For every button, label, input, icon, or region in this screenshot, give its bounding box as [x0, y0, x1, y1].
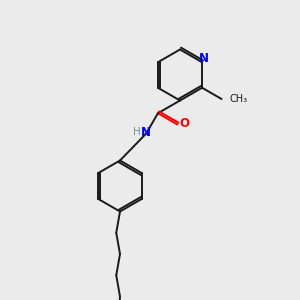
- Text: N: N: [141, 126, 151, 139]
- Text: O: O: [179, 117, 189, 130]
- Text: CH₃: CH₃: [230, 94, 248, 104]
- Text: N: N: [199, 52, 209, 65]
- Text: H: H: [133, 127, 141, 137]
